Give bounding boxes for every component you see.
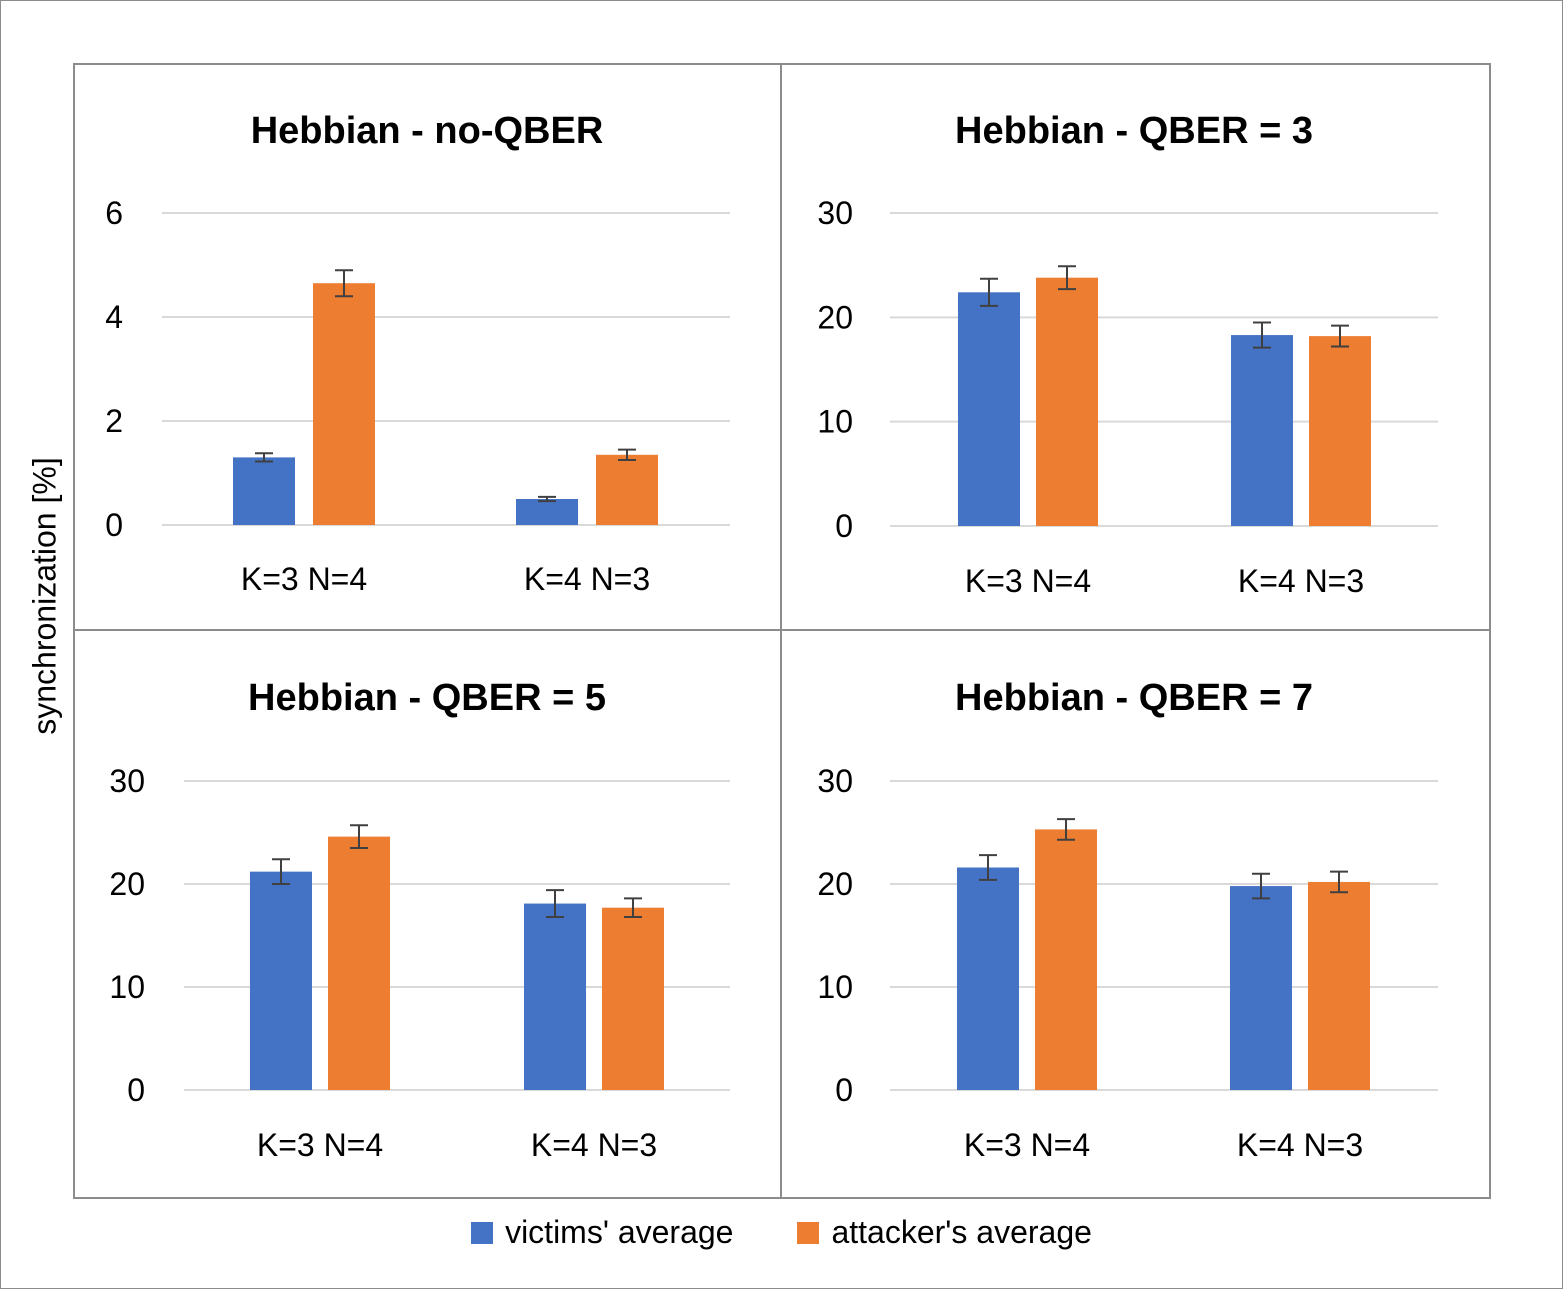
- bar-p2-attacker-1: [1036, 277, 1098, 526]
- y-tick-label-p2-2: 20: [817, 299, 853, 335]
- category-label-p1-1: K=3 N=4: [241, 561, 367, 597]
- y-tick-label-p4-2: 20: [817, 866, 853, 902]
- y-tick-label-p1-0: 0: [105, 507, 123, 543]
- y-tick-label-p3-0: 0: [127, 1072, 145, 1108]
- bar-p4-attacker-2: [1308, 881, 1370, 1090]
- category-label-p1-2: K=4 N=3: [524, 561, 650, 597]
- bar-p4-victims-1: [957, 867, 1019, 1090]
- y-tick-label-p3-1: 10: [109, 969, 145, 1005]
- bar-p2-attacker-2: [1309, 336, 1371, 526]
- chart-title-4: Hebbian - QBER = 7: [955, 677, 1313, 719]
- legend-swatch-victims: [471, 1221, 494, 1244]
- bar-p3-victims-1: [250, 871, 312, 1090]
- panel-divider-horizontal: [73, 629, 1489, 631]
- y-tick-label-p4-3: 30: [817, 763, 853, 799]
- legend-label-attacker: attacker's average: [831, 1214, 1092, 1250]
- panel-grid-frame: [73, 63, 1491, 1199]
- bar-p1-attacker-1: [313, 283, 375, 525]
- category-label-p2-2: K=4 N=3: [1238, 563, 1364, 599]
- legend-swatch-attacker: [797, 1221, 820, 1244]
- category-label-p3-1: K=3 N=4: [257, 1127, 383, 1163]
- bar-p3-attacker-1: [328, 836, 390, 1090]
- category-label-p4-1: K=3 N=4: [964, 1127, 1090, 1163]
- category-label-p4-2: K=4 N=3: [1237, 1127, 1363, 1163]
- y-tick-label-p3-2: 20: [109, 866, 145, 902]
- y-tick-label-p2-3: 30: [817, 195, 853, 231]
- bar-p1-victims-1: [233, 457, 295, 525]
- y-tick-label-p4-1: 10: [817, 969, 853, 1005]
- bar-p1-attacker-2: [596, 454, 658, 525]
- y-tick-label-p4-0: 0: [835, 1072, 853, 1108]
- y-tick-label-p3-3: 30: [109, 763, 145, 799]
- bar-p2-victims-2: [1231, 335, 1293, 526]
- bar-p4-attacker-1: [1035, 829, 1097, 1090]
- y-tick-label-p1-3: 6: [105, 195, 123, 231]
- bar-p4-victims-2: [1230, 886, 1292, 1090]
- legend-label-victims: victims' average: [505, 1214, 734, 1250]
- legend-item-victims: victims' average: [471, 1214, 733, 1251]
- y-tick-label-p1-2: 4: [105, 299, 123, 335]
- bar-p1-victims-2: [516, 499, 578, 525]
- chart-title-3: Hebbian - QBER = 5: [248, 677, 606, 719]
- legend: victims' average attacker's average: [0, 1214, 1563, 1251]
- y-tick-label-p2-0: 0: [835, 508, 853, 544]
- y-tick-label-p1-1: 2: [105, 403, 123, 439]
- category-label-p2-1: K=3 N=4: [965, 563, 1091, 599]
- category-label-p3-2: K=4 N=3: [531, 1127, 657, 1163]
- bar-p2-victims-1: [958, 292, 1020, 526]
- chart-title-2: Hebbian - QBER = 3: [955, 110, 1313, 152]
- chart-title-1: Hebbian - no-QBER: [251, 110, 604, 152]
- bar-p3-attacker-2: [602, 907, 664, 1090]
- y-tick-label-p2-1: 10: [817, 404, 853, 440]
- legend-item-attacker: attacker's average: [797, 1214, 1092, 1251]
- bar-p3-victims-2: [524, 903, 586, 1090]
